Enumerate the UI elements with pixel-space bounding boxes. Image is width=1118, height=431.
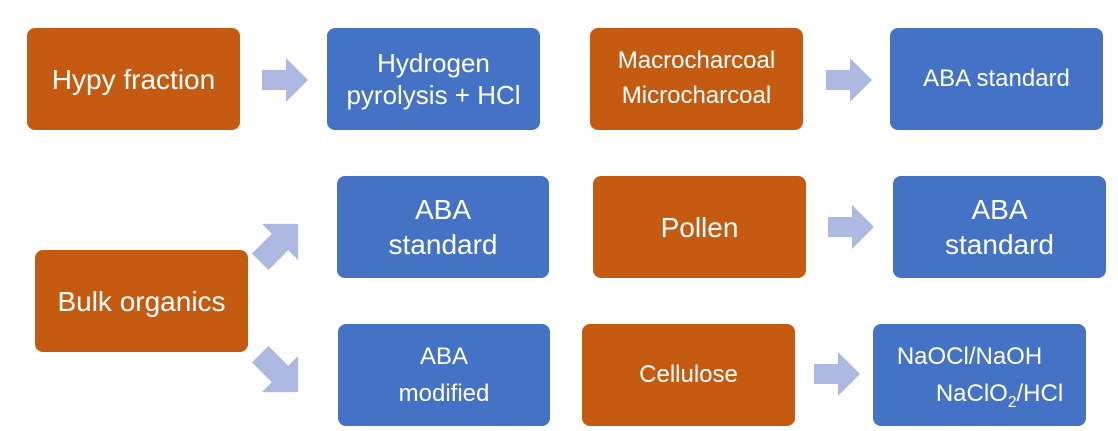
aba-standard-bulk-line2: standard — [388, 229, 498, 260]
right-arrow-icon — [828, 205, 874, 249]
aba-standard-box-pollen: ABA standard — [893, 176, 1106, 278]
bulk-organics-box: Bulk organics — [35, 250, 248, 352]
right-arrow-icon — [814, 352, 860, 396]
aba-standard-pollen-line2: standard — [945, 229, 1054, 260]
macrocharcoal-label: Macrocharcoal — [617, 47, 776, 75]
charcoal-box: Macrocharcoal Microcharcoal — [590, 28, 803, 130]
microcharcoal-label: Microcharcoal — [621, 82, 772, 109]
naclo2-hcl-line2: NaClO2/HCl — [936, 375, 1063, 412]
up-right-arrow-icon — [252, 223, 299, 270]
hcl-suffix: /HCl — [1016, 380, 1064, 407]
aba-standard-box-row1: ABA standard — [890, 28, 1103, 130]
pollen-label: Pollen — [660, 211, 739, 243]
down-right-arrow-icon — [252, 346, 299, 393]
aba-standard-box-bulk: ABA standard — [337, 176, 549, 278]
right-arrow-icon — [262, 58, 308, 102]
aba-standard-bulk-line1: ABA — [414, 194, 472, 225]
cellulose-label: Cellulose — [639, 361, 738, 388]
naclo2-prefix: NaClO — [935, 380, 1008, 407]
aba-modified-box: ABA modified — [338, 324, 550, 426]
right-arrow-icon — [826, 58, 872, 102]
naocl-naoh-line1: NaOCl/NaOH — [896, 342, 1043, 370]
naocl-naoh-box: NaOCl/NaOH NaClO2/HCl — [873, 324, 1086, 426]
hypy-fraction-box: Hypy fraction — [27, 28, 240, 130]
hydrogen-pyrolysis-line2: pyrolysis + HCl — [346, 80, 521, 110]
hypy-fraction-label: Hypy fraction — [51, 63, 216, 95]
pollen-box: Pollen — [593, 176, 806, 278]
hydrogen-pyrolysis-box: Hydrogen pyrolysis + HCl — [327, 28, 540, 130]
aba-standard-pollen-line1: ABA — [971, 194, 1028, 225]
aba-standard-label: ABA standard — [923, 65, 1070, 92]
hydrogen-pyrolysis-line1: Hydrogen — [377, 47, 490, 78]
bulk-organics-label: Bulk organics — [57, 285, 226, 317]
aba-modified-line2: modified — [398, 380, 490, 407]
cellulose-box: Cellulose — [582, 324, 795, 426]
naclo2-subscript: 2 — [1007, 393, 1017, 411]
aba-modified-line1: ABA — [419, 342, 469, 370]
